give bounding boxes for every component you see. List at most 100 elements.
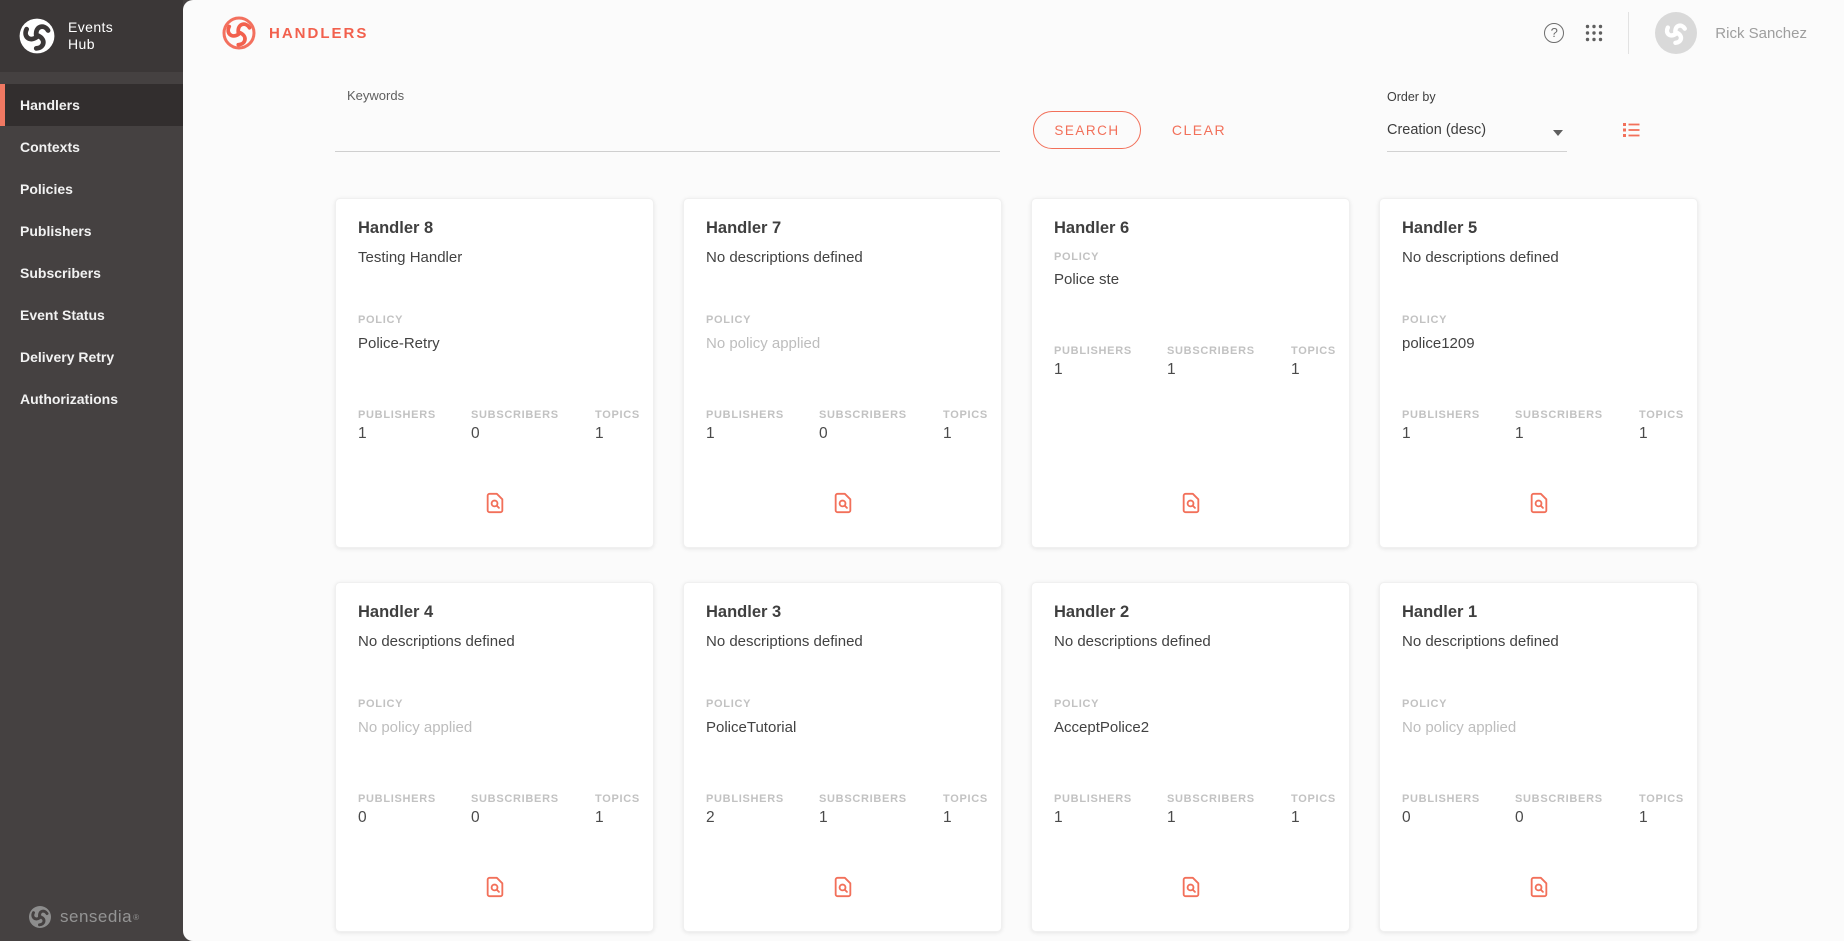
policy-label: POLICY [706,698,752,710]
user-name[interactable]: Rick Sanchez [1715,24,1807,42]
handler-stats: PUBLISHERS 1 SUBSCRIBERS 1 TOPICS 1 [1054,793,1337,827]
handler-stats: PUBLISHERS 1 SUBSCRIBERS 0 TOPICS 1 [358,409,641,443]
topics-label: TOPICS [943,409,988,421]
handler-description: No descriptions defined [1402,249,1559,266]
sidebar-item-event-status[interactable]: Event Status [20,307,105,323]
publishers-count: 1 [358,425,367,442]
publishers-label: PUBLISHERS [706,409,784,421]
handler-description: No descriptions defined [706,249,863,266]
keywords-label: Keywords [347,88,405,103]
swirl-logo-icon [19,18,55,54]
subscribers-count: 1 [1167,809,1176,826]
apps-grid-icon[interactable] [1584,23,1604,43]
publishers-count: 0 [358,809,367,826]
sidebar-item-delivery-retry[interactable]: Delivery Retry [20,349,115,365]
search-button[interactable]: SEARCH [1033,111,1141,149]
topics-label: TOPICS [595,409,640,421]
subscribers-count: 0 [471,809,480,826]
find-in-page-icon[interactable] [832,492,854,514]
topics-count: 1 [1639,809,1648,826]
policy-label: POLICY [1054,251,1100,263]
avatar-swirl-icon [1665,23,1688,45]
find-in-page-icon[interactable] [1180,876,1202,898]
policy-value: No policy applied [706,335,821,352]
topics-count: 1 [595,425,604,442]
topics-count: 1 [943,425,952,442]
handler-stats: PUBLISHERS 0 SUBSCRIBERS 0 TOPICS 1 [1402,793,1685,827]
order-by-value: Creation (desc) [1387,122,1487,138]
find-in-page-icon[interactable] [1528,876,1550,898]
find-in-page-icon[interactable] [484,876,506,898]
user-avatar[interactable] [1655,12,1698,54]
keywords-input[interactable] [335,116,1000,152]
publishers-label: PUBLISHERS [1402,409,1480,421]
publishers-count: 1 [706,425,715,442]
app-title: Events Hub [68,19,114,52]
subscribers-label: SUBSCRIBERS [1515,409,1603,421]
sidebar-nav: Handlers Contexts Policies Publishers Su… [0,84,183,420]
handler-card-3[interactable]: Handler 3 No descriptions defined POLICY… [683,582,1002,932]
main-panel: HANDLERS ? Rick Sanchez Keywords SEARCH [183,0,1844,941]
sensedia-logo-icon [29,906,51,928]
sidebar-item-authorizations[interactable]: Authorizations [20,391,118,407]
topics-label: TOPICS [943,793,988,805]
publishers-label: PUBLISHERS [1054,345,1132,357]
handler-card-5[interactable]: Handler 5 No descriptions defined POLICY… [1379,198,1698,548]
publishers-label: PUBLISHERS [1054,793,1132,805]
list-view-icon[interactable] [1619,118,1643,142]
handler-card-4[interactable]: Handler 4 No descriptions defined POLICY… [335,582,654,932]
sidebar-item-policies[interactable]: Policies [20,181,73,197]
handler-name: Handler 6 [1054,219,1130,237]
order-by-select[interactable]: Creation (desc) [1387,119,1567,152]
subscribers-label: SUBSCRIBERS [819,409,907,421]
handler-stats: PUBLISHERS 1 SUBSCRIBERS 1 TOPICS 1 [1402,409,1685,443]
handler-card-6[interactable]: Handler 6 POLICY Police ste PUBLISHERS 1 … [1031,198,1350,548]
handler-stats: PUBLISHERS 1 SUBSCRIBERS 1 TOPICS 1 [1054,345,1337,379]
subscribers-count: 0 [819,425,828,442]
order-by-label: Order by [1387,90,1436,104]
subscribers-label: SUBSCRIBERS [471,793,559,805]
handler-name: Handler 2 [1054,603,1130,621]
sidebar: Events Hub Handlers Contexts Policies Pu… [0,0,183,941]
topics-label: TOPICS [1291,793,1336,805]
sensedia-wordmark: sensedia [60,907,133,926]
handler-name: Handler 4 [358,603,434,621]
publishers-count: 1 [1054,361,1063,378]
policy-label: POLICY [358,314,404,326]
handler-card-7[interactable]: Handler 7 No descriptions defined POLICY… [683,198,1002,548]
handler-description: No descriptions defined [358,633,515,650]
handler-card-2[interactable]: Handler 2 No descriptions defined POLICY… [1031,582,1350,932]
help-icon[interactable]: ? [1544,23,1565,43]
policy-value: No policy applied [358,719,473,736]
subscribers-count: 1 [1515,425,1524,442]
find-in-page-icon[interactable] [484,492,506,514]
handler-description: No descriptions defined [706,633,863,650]
publishers-label: PUBLISHERS [358,409,436,421]
subscribers-count: 1 [1167,361,1176,378]
subscribers-count: 0 [471,425,480,442]
chevron-down-icon [1553,130,1563,136]
find-in-page-icon[interactable] [1180,492,1202,514]
sidebar-item-subscribers[interactable]: Subscribers [20,265,101,281]
policy-label: POLICY [1402,698,1448,710]
handler-name: Handler 8 [358,219,434,237]
sidebar-item-handlers[interactable]: Handlers [0,84,183,126]
handler-card-1[interactable]: Handler 1 No descriptions defined POLICY… [1379,582,1698,932]
topics-count: 1 [1291,361,1300,378]
topics-label: TOPICS [1639,793,1684,805]
publishers-count: 1 [1402,425,1411,442]
sidebar-item-publishers[interactable]: Publishers [20,223,92,239]
publishers-count: 2 [706,809,715,826]
clear-button[interactable]: CLEAR [1167,111,1231,149]
publishers-label: PUBLISHERS [1402,793,1480,805]
handlers-grid: Handler 8 Testing Handler POLICY Police-… [335,198,1698,932]
find-in-page-icon[interactable] [832,876,854,898]
handler-card-8[interactable]: Handler 8 Testing Handler POLICY Police-… [335,198,654,548]
subscribers-label: SUBSCRIBERS [1167,793,1255,805]
topics-label: TOPICS [1639,409,1684,421]
sidebar-item-contexts[interactable]: Contexts [20,139,80,155]
find-in-page-icon[interactable] [1528,492,1550,514]
sensedia-brand: sensedia ® [28,905,139,929]
policy-label: POLICY [358,698,404,710]
handler-description: No descriptions defined [1402,633,1559,650]
